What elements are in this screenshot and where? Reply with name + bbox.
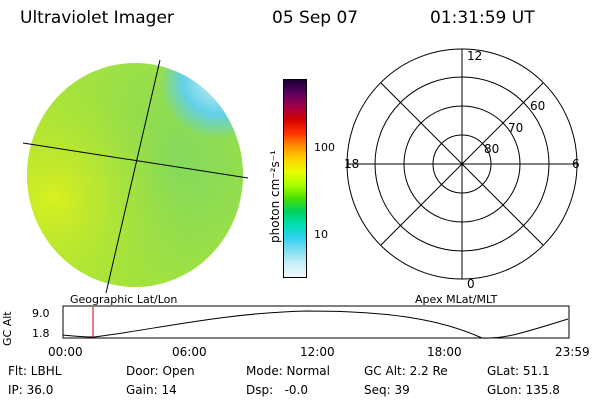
gain-info: Gain: 14 (126, 383, 177, 397)
uv-disk (27, 63, 243, 287)
timeline-xtick-0000: 00:00 (48, 345, 83, 359)
orbit-timeline (62, 305, 570, 339)
apex-caption: Apex MLat/MLT (415, 293, 498, 306)
door-info: Door: Open (126, 364, 195, 378)
colorbar-tick-10: 10 (314, 228, 328, 241)
ip-info: IP: 36.0 (8, 383, 54, 397)
timeline-xtick-1800: 18:00 (427, 345, 462, 359)
time-label: 01:31:59 UT (430, 8, 535, 28)
orbit-altitude-curve (62, 310, 569, 339)
timeline-xtick-0600: 06:00 (172, 345, 207, 359)
filter-info: Flt: LBHL (8, 364, 62, 378)
timeline-ytick-top: 9.0 (32, 307, 50, 320)
polar-label-18: 18 (344, 157, 359, 171)
polar-label-12: 12 (467, 49, 482, 63)
polar-diagonal-2 (380, 82, 544, 246)
geographic-caption: Geographic Lat/Lon (70, 293, 178, 306)
glon-info: GLon: 135.8 (487, 383, 560, 397)
polar-label-0: 0 (467, 277, 475, 290)
seq-info: Seq: 39 (364, 383, 410, 397)
polar-plot: 12 18 6 0 80 70 60 (344, 48, 580, 290)
longitude-line (105, 59, 161, 294)
timeline-ylabel: GC Alt (1, 311, 14, 346)
timeline-frame (62, 305, 570, 339)
timeline-xtick-2359: 23:59 (555, 345, 590, 359)
dsp-info: Dsp: -0.0 (246, 383, 309, 397)
colorbar-unit-label: photon cm⁻²s⁻¹ (268, 150, 282, 243)
latitude-line (22, 142, 249, 179)
polar-ring-label-70: 70 (508, 121, 523, 135)
colorbar (283, 79, 307, 278)
date-label: 05 Sep 07 (272, 8, 359, 28)
uv-image-panel (22, 59, 249, 294)
glat-info: GLat: 51.1 (487, 364, 550, 378)
polar-ring-label-60: 60 (530, 99, 545, 113)
polar-ring-label-80: 80 (484, 142, 499, 156)
polar-label-6: 6 (572, 157, 580, 171)
gc-alt-info: GC Alt: 2.2 Re (364, 364, 448, 378)
instrument-title: Ultraviolet Imager (20, 8, 174, 28)
timeline-ytick-bottom: 1.8 (32, 327, 50, 340)
timeline-xtick-1200: 12:00 (300, 345, 335, 359)
colorbar-tick-100: 100 (314, 141, 335, 154)
mode-info: Mode: Normal (246, 364, 330, 378)
